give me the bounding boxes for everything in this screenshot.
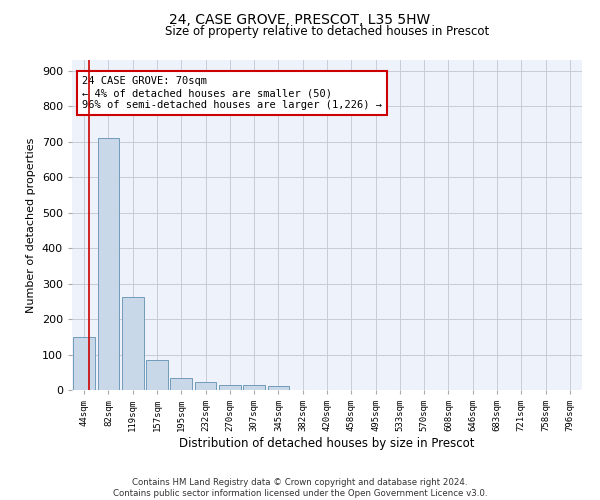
- Text: Contains HM Land Registry data © Crown copyright and database right 2024.
Contai: Contains HM Land Registry data © Crown c…: [113, 478, 487, 498]
- Text: 24 CASE GROVE: 70sqm
← 4% of detached houses are smaller (50)
96% of semi-detach: 24 CASE GROVE: 70sqm ← 4% of detached ho…: [82, 76, 382, 110]
- Bar: [194, 382, 217, 390]
- Bar: [146, 360, 168, 390]
- Bar: [243, 386, 265, 390]
- Text: 24, CASE GROVE, PRESCOT, L35 5HW: 24, CASE GROVE, PRESCOT, L35 5HW: [169, 12, 431, 26]
- Bar: [268, 386, 289, 390]
- Title: Size of property relative to detached houses in Prescot: Size of property relative to detached ho…: [165, 25, 489, 38]
- Bar: [97, 138, 119, 390]
- Bar: [170, 378, 192, 390]
- Bar: [122, 296, 143, 390]
- Bar: [73, 338, 95, 390]
- Bar: [219, 386, 241, 390]
- X-axis label: Distribution of detached houses by size in Prescot: Distribution of detached houses by size …: [179, 437, 475, 450]
- Y-axis label: Number of detached properties: Number of detached properties: [26, 138, 36, 312]
